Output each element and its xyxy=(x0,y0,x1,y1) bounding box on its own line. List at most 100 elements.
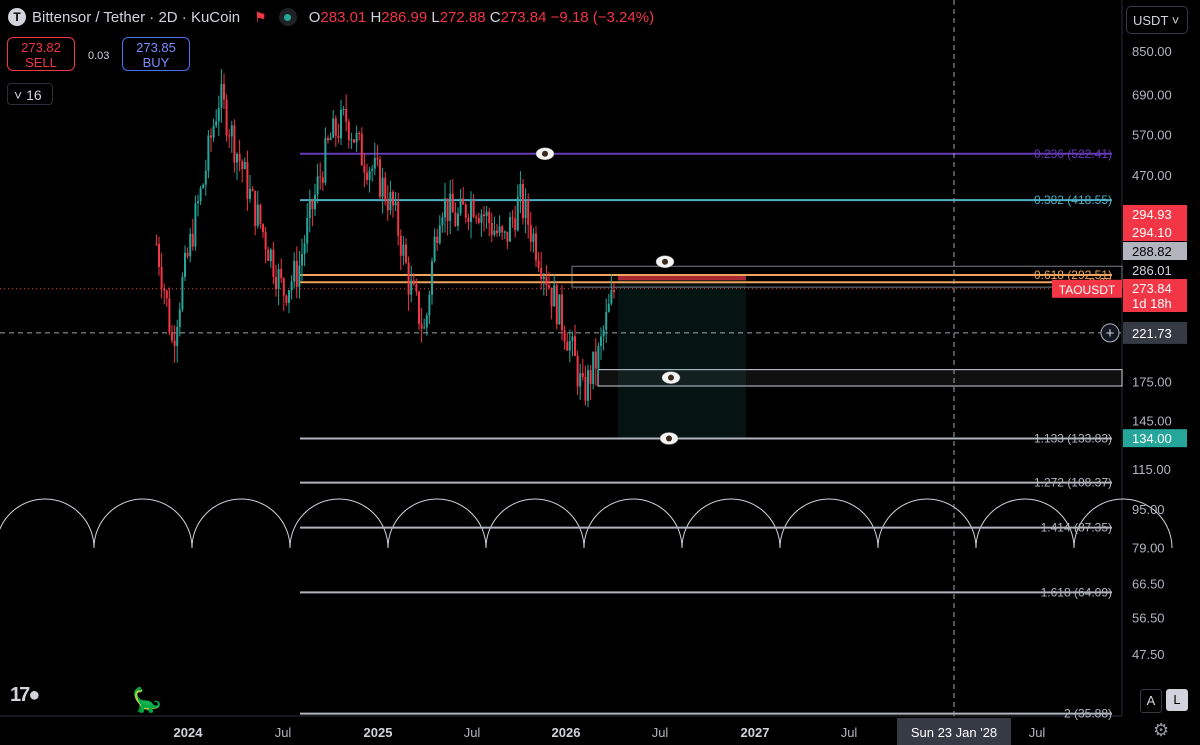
candle-body xyxy=(207,135,210,171)
candle-body xyxy=(366,172,368,180)
candle-body xyxy=(264,231,267,250)
sell-label: SELL xyxy=(25,55,57,70)
x-tick-label: Jul xyxy=(464,725,481,740)
candle-body xyxy=(584,376,587,401)
cycle-arc xyxy=(877,498,977,549)
candle-body xyxy=(389,192,392,211)
flag-icon[interactable]: ⚑ xyxy=(254,8,267,25)
open-value: 283.01 xyxy=(320,8,367,26)
candle-body xyxy=(194,203,197,247)
candle-body xyxy=(444,198,446,218)
candle-body xyxy=(178,309,181,327)
y-tick-label: 56.50 xyxy=(1132,611,1165,626)
candle-body xyxy=(514,218,517,231)
candle-body xyxy=(327,138,329,141)
fib-level-label: 1.133 (133.83) xyxy=(1034,431,1112,445)
candle-body xyxy=(610,289,613,304)
candle-body xyxy=(319,176,322,178)
y-tick-label: 145.00 xyxy=(1132,414,1172,429)
candle-body xyxy=(295,260,298,287)
candle-body xyxy=(306,217,309,244)
candle-body xyxy=(272,249,275,278)
candle-body xyxy=(535,233,537,261)
log-scale-button[interactable]: L xyxy=(1166,689,1188,711)
candle-body xyxy=(386,200,389,211)
candle-body xyxy=(415,284,418,292)
candle-body xyxy=(511,217,514,219)
candle-body xyxy=(155,243,158,245)
candle-body xyxy=(431,261,433,295)
sell-price: 273.82 xyxy=(21,40,61,55)
candle-body xyxy=(454,212,457,226)
candle-body xyxy=(217,107,220,122)
candle-body xyxy=(516,197,519,231)
candle-body xyxy=(163,288,166,291)
candle-body xyxy=(394,201,397,206)
y-tick-label: 690.00 xyxy=(1132,88,1172,103)
dinosaur-icon: 🦕 xyxy=(132,687,162,714)
candle-body xyxy=(340,109,342,139)
candle-body xyxy=(233,125,236,163)
candle-body xyxy=(405,244,407,263)
candle-body xyxy=(345,108,348,122)
candle-body xyxy=(537,260,540,268)
add-alert-icon-plus: + xyxy=(1106,325,1115,342)
cycle-arc xyxy=(93,498,193,549)
price-tag xyxy=(1123,261,1187,279)
candle-body xyxy=(246,162,249,199)
candle-body xyxy=(594,351,597,369)
candle-body xyxy=(316,176,319,195)
eye-icon-pupil xyxy=(666,435,672,442)
candle-body xyxy=(558,294,561,325)
candle-body xyxy=(493,230,496,235)
auto-scale-button[interactable]: A xyxy=(1140,689,1162,713)
support-zone xyxy=(597,369,1123,387)
candle-body xyxy=(314,194,316,210)
candle-body xyxy=(597,345,600,369)
tradingview-logo-icon[interactable]: 17● xyxy=(10,684,40,706)
interval-field[interactable]: ˅ 16 xyxy=(7,83,53,105)
candle-body xyxy=(353,139,355,143)
candle-body xyxy=(506,231,509,242)
market-status-icon[interactable] xyxy=(278,8,297,26)
currency-select[interactable]: USDT ˅ xyxy=(1126,6,1188,34)
candle-body xyxy=(613,289,615,293)
candle-body xyxy=(433,236,436,262)
candle-body xyxy=(189,233,192,257)
price-tag-value: 273.84 xyxy=(1132,281,1172,296)
candle-body xyxy=(210,135,212,138)
candle-body xyxy=(277,269,280,289)
symbol-title[interactable]: Bittensor / Tether · 2D · KuCoin xyxy=(32,8,241,26)
candle-body xyxy=(451,193,454,213)
buy-button[interactable]: 273.85 BUY xyxy=(122,37,190,71)
cycle-arc xyxy=(583,498,683,549)
fib-level-label: 2 (35.88) xyxy=(1064,707,1112,721)
candle-body xyxy=(402,244,405,256)
candle-body xyxy=(602,329,605,337)
candle-body xyxy=(550,287,553,307)
sell-button[interactable]: 273.82 SELL xyxy=(7,37,75,71)
y-tick-label: 470.00 xyxy=(1132,168,1172,183)
candle-body xyxy=(472,199,475,217)
close-value: 273.84 xyxy=(500,8,547,26)
x-tick-label: Jul xyxy=(275,725,292,740)
gear-icon[interactable]: ⚙ xyxy=(1153,720,1170,740)
candle-body xyxy=(342,108,345,110)
candle-body xyxy=(522,184,524,219)
candle-body xyxy=(496,230,498,234)
candle-body xyxy=(332,118,335,138)
candle-body xyxy=(285,295,288,303)
price-tag xyxy=(1123,429,1187,448)
candle-body xyxy=(191,233,194,247)
candle-body xyxy=(376,157,379,160)
candle-body xyxy=(425,315,428,328)
candle-body xyxy=(197,201,199,204)
candle-body xyxy=(298,265,301,287)
candle-body xyxy=(464,204,467,218)
candle-body xyxy=(337,135,340,139)
candle-body xyxy=(275,277,277,289)
target-box xyxy=(618,278,746,439)
candle-body xyxy=(561,294,563,331)
price-tag xyxy=(1123,242,1187,260)
